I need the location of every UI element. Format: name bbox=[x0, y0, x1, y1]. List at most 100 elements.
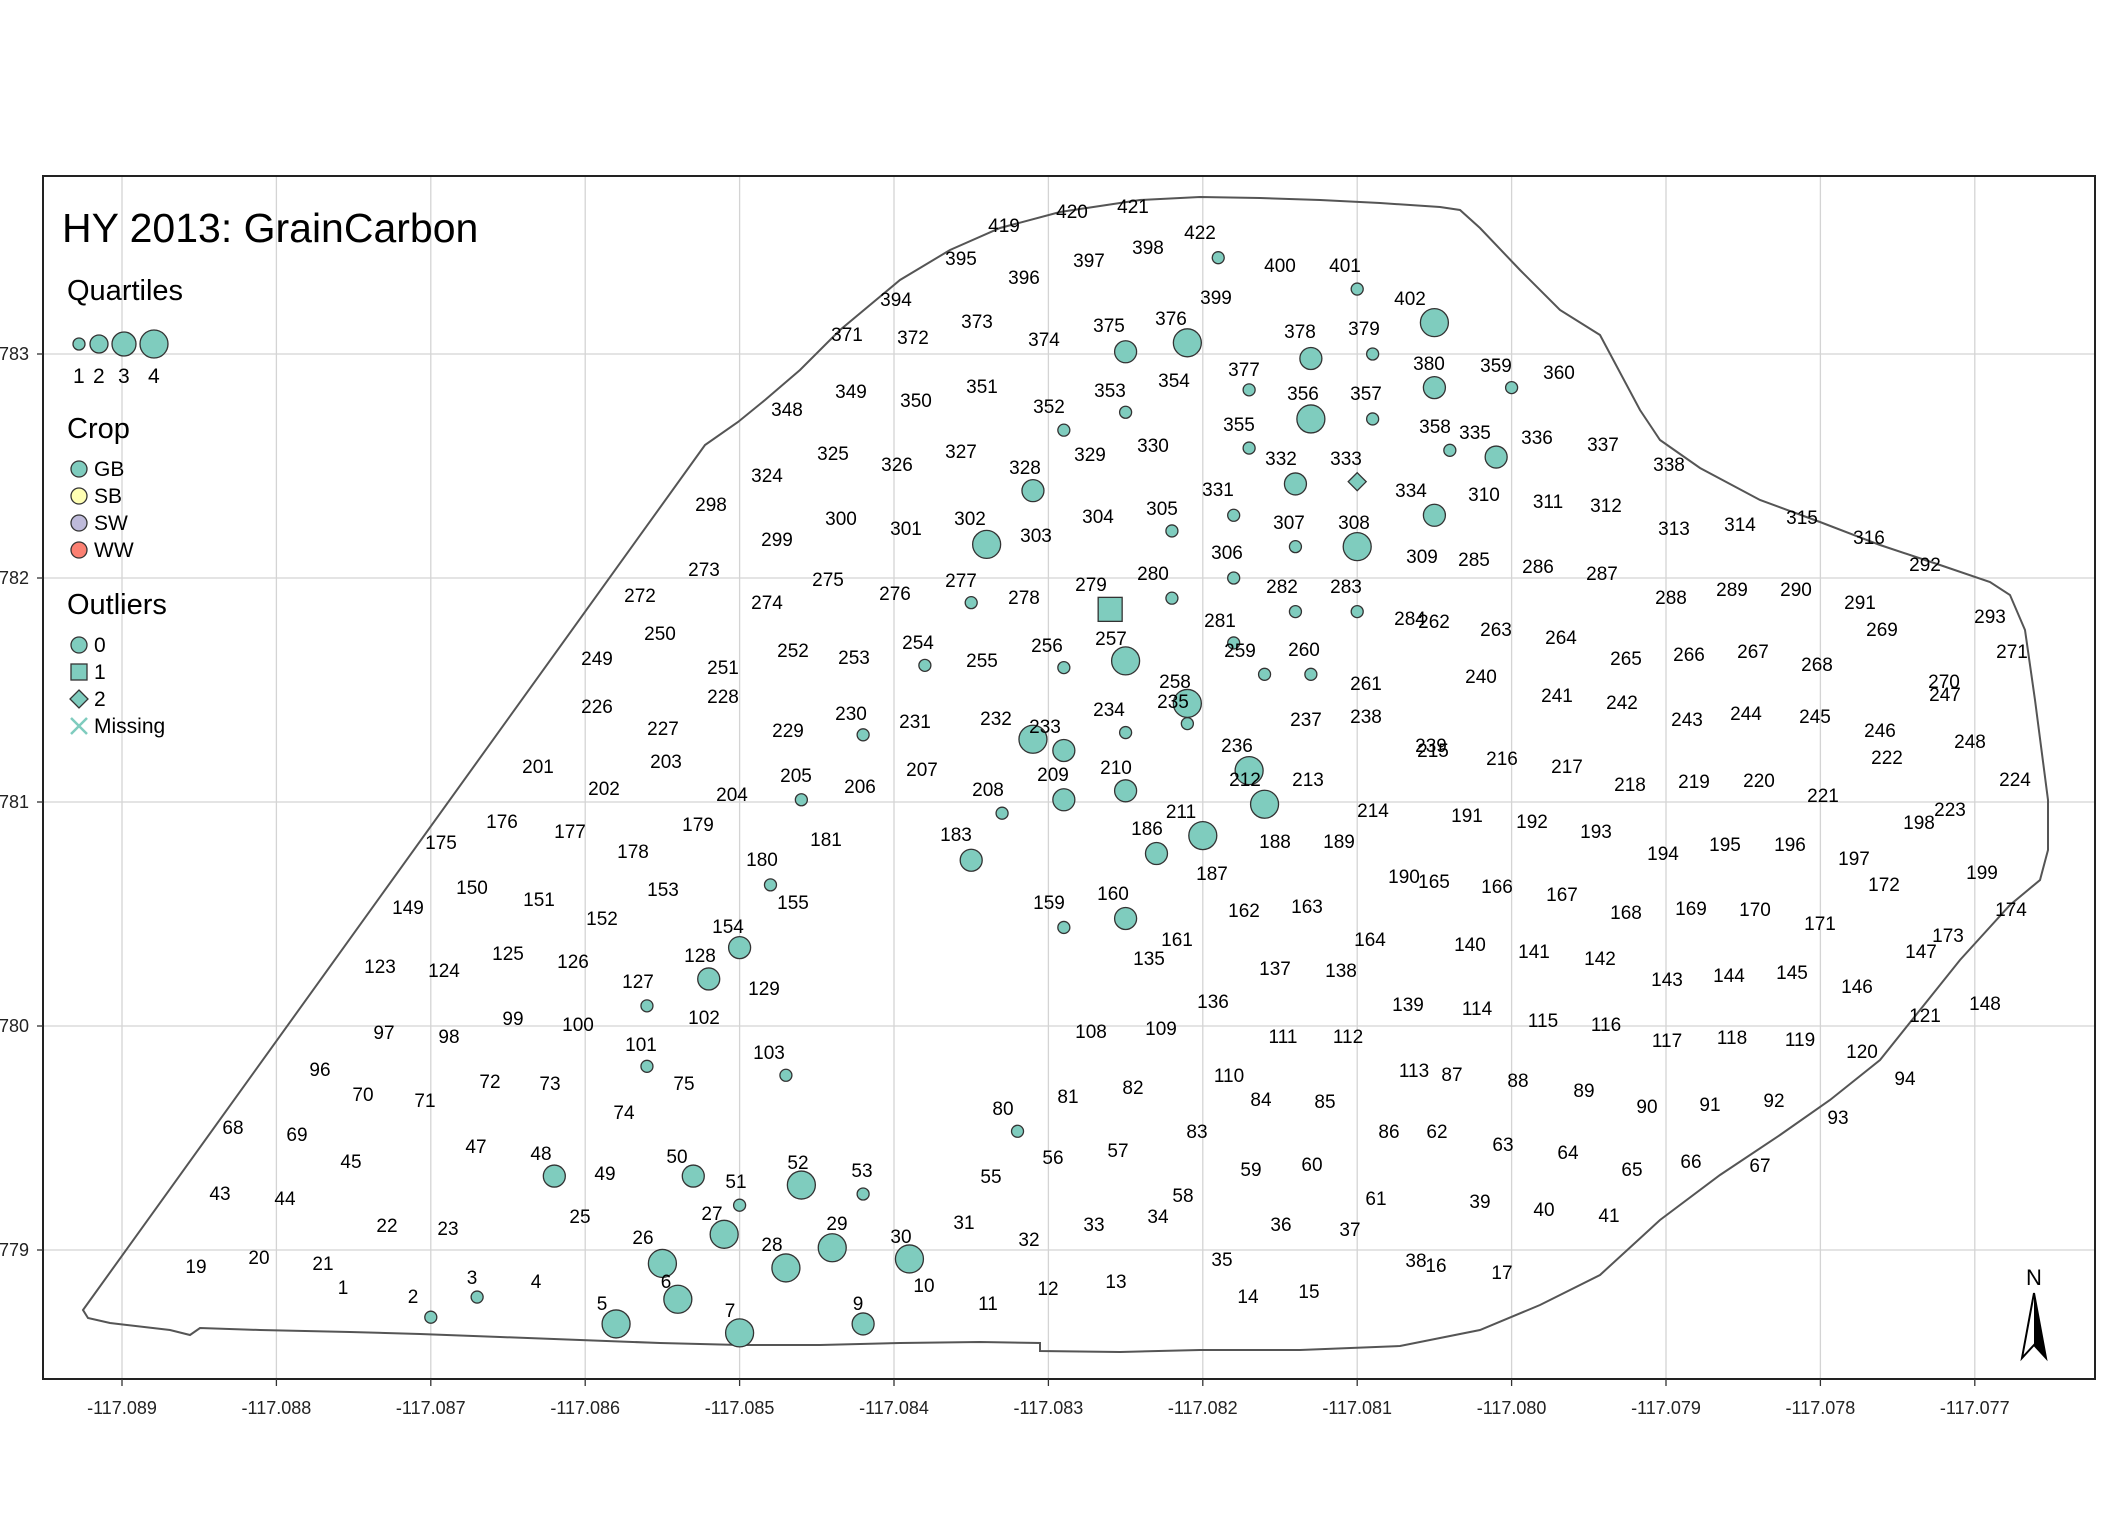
plot-point-308 bbox=[1342, 531, 1372, 562]
plot-label-23: 23 bbox=[437, 1219, 458, 1240]
plot-label-360: 360 bbox=[1543, 363, 1575, 384]
plot-label-190: 190 bbox=[1388, 867, 1420, 888]
plot-point-5 bbox=[601, 1309, 631, 1339]
plot-label-338: 338 bbox=[1653, 455, 1685, 476]
plot-label-233: 233 bbox=[1029, 717, 1061, 738]
plot-label-75: 75 bbox=[673, 1074, 694, 1095]
plot-label-195: 195 bbox=[1709, 835, 1741, 856]
plot-label-252: 252 bbox=[777, 641, 809, 662]
plot-label-100: 100 bbox=[562, 1015, 594, 1036]
plot-label-247: 247 bbox=[1929, 685, 1961, 706]
plot-label-7: 7 bbox=[725, 1301, 736, 1322]
plot-label-373: 373 bbox=[961, 312, 993, 333]
plot-label-167: 167 bbox=[1546, 885, 1578, 906]
plot-label-109: 109 bbox=[1145, 1019, 1177, 1040]
north-arrow-shade bbox=[2034, 1293, 2046, 1358]
plot-label-421: 421 bbox=[1117, 197, 1149, 218]
plot-label-49: 49 bbox=[594, 1164, 615, 1185]
plot-label-38: 38 bbox=[1405, 1251, 1426, 1272]
plot-point-52 bbox=[786, 1170, 817, 1200]
plot-point-48 bbox=[542, 1164, 566, 1188]
legend-crop-gb-label: GB bbox=[94, 458, 124, 481]
map-title: HY 2013: GrainCarbon bbox=[62, 205, 478, 251]
plot-point-232 bbox=[1018, 724, 1048, 754]
plot-point-334 bbox=[1422, 503, 1447, 527]
plot-label-315: 315 bbox=[1786, 508, 1818, 529]
x-tick-label: -117.080 bbox=[1477, 1398, 1547, 1418]
plot-label-174: 174 bbox=[1995, 900, 2027, 921]
plot-label-186: 186 bbox=[1131, 819, 1163, 840]
plot-label-68: 68 bbox=[222, 1118, 243, 1139]
x-tick-label: -117.079 bbox=[1631, 1398, 1701, 1418]
legend: Quartiles 1 2 3 4 Crop GB SB SW WW Outli… bbox=[67, 275, 183, 738]
plot-label-308: 308 bbox=[1338, 513, 1370, 534]
plot-label-127: 127 bbox=[622, 972, 654, 993]
plot-label-94: 94 bbox=[1894, 1069, 1916, 1090]
plot-label-192: 192 bbox=[1516, 812, 1548, 833]
plot-label-35: 35 bbox=[1211, 1250, 1232, 1271]
plot-label-203: 203 bbox=[650, 752, 682, 773]
plot-label-420: 420 bbox=[1056, 202, 1088, 223]
plot-label-260: 260 bbox=[1288, 640, 1320, 661]
plot-label-314: 314 bbox=[1724, 515, 1756, 536]
plot-point-2 bbox=[424, 1310, 438, 1324]
plot-point-212 bbox=[1249, 789, 1280, 819]
legend-outlier-1-label: 1 bbox=[94, 661, 106, 684]
plot-label-316: 316 bbox=[1853, 528, 1885, 549]
plot-label-83: 83 bbox=[1186, 1122, 1207, 1143]
plot-point-281 bbox=[1227, 636, 1241, 650]
plot-label-258: 258 bbox=[1159, 672, 1191, 693]
legend-outlier-2-label: 2 bbox=[94, 688, 106, 711]
plot-label-379: 379 bbox=[1348, 319, 1380, 340]
plot-label-208: 208 bbox=[972, 780, 1004, 801]
legend-quartile-2-label: 2 bbox=[93, 365, 105, 388]
plot-label-243: 243 bbox=[1671, 710, 1703, 731]
legend-outlier-missing-label: Missing bbox=[94, 715, 165, 738]
plot-label-300: 300 bbox=[825, 509, 857, 530]
plot-label-226: 226 bbox=[581, 697, 613, 718]
plot-label-108: 108 bbox=[1075, 1022, 1107, 1043]
plot-label-313: 313 bbox=[1658, 519, 1690, 540]
plot-label-118: 118 bbox=[1717, 1028, 1747, 1049]
plot-point-103 bbox=[779, 1068, 793, 1082]
plot-label-272: 272 bbox=[624, 586, 656, 607]
plot-label-257: 257 bbox=[1095, 629, 1127, 650]
plot-label-60: 60 bbox=[1301, 1155, 1322, 1176]
plot-point-282 bbox=[1288, 604, 1303, 619]
plot-label-29: 29 bbox=[826, 1214, 847, 1235]
plot-label-187: 187 bbox=[1196, 864, 1228, 885]
plot-label-51: 51 bbox=[725, 1172, 746, 1193]
plot-label-126: 126 bbox=[557, 952, 589, 973]
plot-point-160 bbox=[1113, 906, 1138, 931]
plot-label-165: 165 bbox=[1418, 872, 1450, 893]
plot-label-395: 395 bbox=[945, 249, 977, 270]
plot-label-400: 400 bbox=[1264, 256, 1296, 277]
plot-label-350: 350 bbox=[900, 391, 932, 412]
legend-quartile-1-label: 1 bbox=[73, 365, 85, 388]
plot-label-351: 351 bbox=[966, 377, 998, 398]
plot-label-196: 196 bbox=[1774, 835, 1806, 856]
plot-label-6: 6 bbox=[661, 1272, 672, 1293]
plot-label-201: 201 bbox=[522, 757, 554, 778]
plot-label-227: 227 bbox=[647, 719, 679, 740]
plot-label-82: 82 bbox=[1122, 1078, 1143, 1099]
plot-label-215: 215 bbox=[1417, 741, 1449, 762]
plot-label-3: 3 bbox=[467, 1268, 478, 1289]
plot-label-394: 394 bbox=[880, 290, 912, 311]
x-axis: -117.089 -117.088 -117.087 -117.086 -117.085… bbox=[87, 1379, 2010, 1418]
plot-label-124: 124 bbox=[428, 961, 460, 982]
plot-point-377 bbox=[1242, 383, 1256, 397]
plot-point-209 bbox=[1052, 788, 1076, 812]
plot-label-251: 251 bbox=[707, 658, 739, 679]
plot-label-210: 210 bbox=[1100, 758, 1132, 779]
x-tick-label: -117.086 bbox=[550, 1398, 620, 1418]
plot-point-257 bbox=[1110, 646, 1141, 676]
plot-label-21: 21 bbox=[312, 1254, 333, 1275]
plot-label-56: 56 bbox=[1042, 1148, 1063, 1169]
plot-label-396: 396 bbox=[1008, 268, 1040, 289]
plot-point-355 bbox=[1242, 441, 1256, 455]
plot-label-245: 245 bbox=[1799, 707, 1831, 728]
plot-label-359: 359 bbox=[1480, 356, 1512, 377]
legend-outlier-0-label: 0 bbox=[94, 634, 106, 657]
